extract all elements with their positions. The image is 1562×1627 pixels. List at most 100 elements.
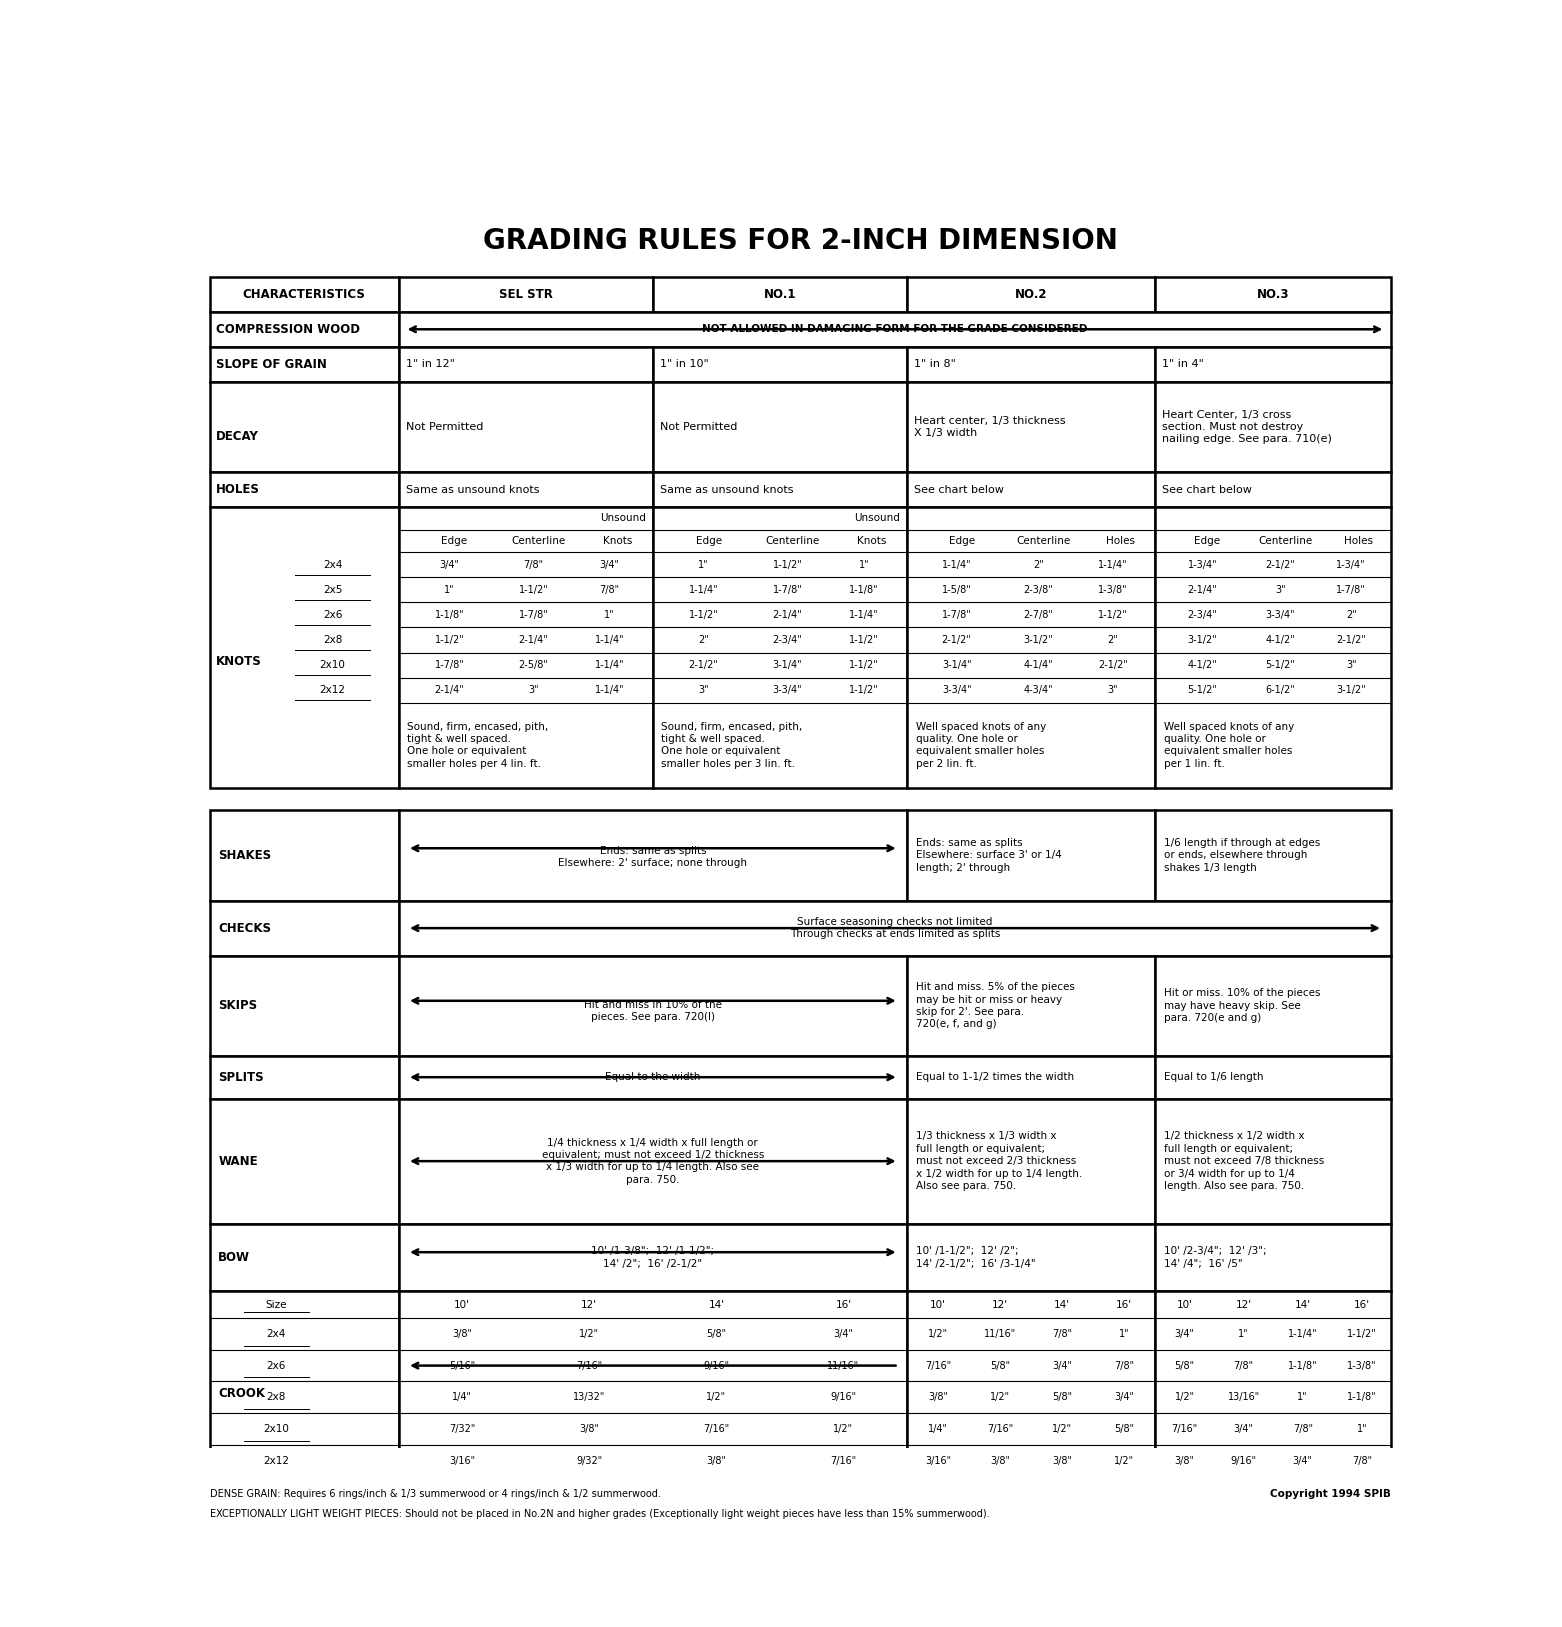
- Text: 2-1/4": 2-1/4": [773, 610, 803, 620]
- Text: NO.2: NO.2: [1015, 288, 1048, 301]
- Text: 3/16": 3/16": [450, 1456, 475, 1466]
- Bar: [908, 472, 1156, 508]
- Text: 1/2": 1/2": [580, 1329, 600, 1339]
- Text: 1-5/8": 1-5/8": [942, 584, 972, 595]
- Text: 2-1/2": 2-1/2": [689, 661, 719, 670]
- Text: 12': 12': [992, 1300, 1007, 1310]
- Bar: [209, 312, 398, 347]
- Bar: [653, 382, 908, 472]
- Text: 5/16": 5/16": [448, 1360, 475, 1370]
- Text: 2": 2": [698, 635, 709, 644]
- Text: Centerline: Centerline: [1017, 535, 1070, 547]
- Text: SEL STR: SEL STR: [498, 288, 553, 301]
- Text: Holes: Holes: [1343, 535, 1373, 547]
- Text: Not Permitted: Not Permitted: [406, 421, 483, 433]
- Text: 1": 1": [1239, 1329, 1250, 1339]
- Text: 7/8": 7/8": [1114, 1360, 1134, 1370]
- Text: 3/8": 3/8": [1053, 1456, 1072, 1466]
- Text: 7/8": 7/8": [600, 584, 620, 595]
- Text: NO.1: NO.1: [764, 288, 797, 301]
- Bar: [209, 472, 398, 508]
- Text: 1-7/8": 1-7/8": [773, 584, 803, 595]
- Text: 1-3/8": 1-3/8": [1346, 1360, 1376, 1370]
- Text: Edge: Edge: [1193, 535, 1220, 547]
- Bar: [398, 1292, 908, 1477]
- Text: 1-1/4": 1-1/4": [689, 584, 719, 595]
- Text: 3/4": 3/4": [834, 1329, 853, 1339]
- Text: 9/16": 9/16": [831, 1393, 856, 1402]
- Text: 10': 10': [1176, 1300, 1193, 1310]
- Bar: [209, 508, 398, 787]
- Text: 1/4": 1/4": [928, 1424, 948, 1433]
- Bar: [398, 1224, 908, 1292]
- Text: 2-3/4": 2-3/4": [773, 635, 803, 644]
- Bar: [908, 1098, 1156, 1224]
- Bar: [209, 955, 398, 1056]
- Text: Sound, firm, encased, pith,
tight & well spaced.
One hole or equivalent
smaller : Sound, firm, encased, pith, tight & well…: [661, 722, 803, 770]
- Text: 3/8": 3/8": [928, 1393, 948, 1402]
- Text: 2-1/2": 2-1/2": [942, 635, 972, 644]
- Bar: [398, 347, 653, 382]
- Text: Same as unsound knots: Same as unsound knots: [661, 485, 793, 495]
- Text: SHAKES: SHAKES: [219, 849, 272, 862]
- Text: Holes: Holes: [1106, 535, 1136, 547]
- Text: 5-1/2": 5-1/2": [1265, 661, 1295, 670]
- Text: 1-3/8": 1-3/8": [1098, 584, 1128, 595]
- Text: 1-7/8": 1-7/8": [1336, 584, 1367, 595]
- Bar: [908, 382, 1156, 472]
- Text: NO.3: NO.3: [1257, 288, 1290, 301]
- Text: 3/4": 3/4": [1114, 1393, 1134, 1402]
- Text: 7/32": 7/32": [448, 1424, 475, 1433]
- Text: 1": 1": [1298, 1393, 1307, 1402]
- Text: 3-3/4": 3-3/4": [1265, 610, 1295, 620]
- Text: 1": 1": [698, 560, 709, 569]
- Text: 2x5: 2x5: [323, 584, 342, 595]
- Text: 2": 2": [1032, 560, 1043, 569]
- Text: 3/8": 3/8": [706, 1456, 726, 1466]
- Bar: [398, 382, 653, 472]
- Text: 2-7/8": 2-7/8": [1023, 610, 1053, 620]
- Bar: [398, 312, 1392, 347]
- Text: 1-3/4": 1-3/4": [1187, 560, 1217, 569]
- Text: 9/16": 9/16": [703, 1360, 729, 1370]
- Text: CHARACTERISTICS: CHARACTERISTICS: [242, 288, 366, 301]
- Bar: [398, 955, 908, 1056]
- Text: 13/32": 13/32": [573, 1393, 606, 1402]
- Bar: [908, 347, 1156, 382]
- Bar: [908, 1224, 1156, 1292]
- Text: 1" in 12": 1" in 12": [406, 360, 455, 369]
- Text: 7/8": 7/8": [1234, 1360, 1254, 1370]
- Bar: [653, 277, 908, 312]
- Text: 7/16": 7/16": [703, 1424, 729, 1433]
- Text: 10' /1-1/2";  12' /2";
14' /2-1/2";  16' /3-1/4": 10' /1-1/2"; 12' /2"; 14' /2-1/2"; 16' /…: [915, 1246, 1036, 1269]
- Text: Knots: Knots: [858, 535, 886, 547]
- Bar: [1156, 1098, 1392, 1224]
- Text: 2-1/2": 2-1/2": [1336, 635, 1367, 644]
- Text: Equal to the width: Equal to the width: [604, 1072, 700, 1082]
- Text: 1-1/2": 1-1/2": [1346, 1329, 1376, 1339]
- Bar: [398, 472, 653, 508]
- Text: 1/2": 1/2": [1114, 1456, 1134, 1466]
- Text: 13/16": 13/16": [1228, 1393, 1261, 1402]
- Text: 2x8: 2x8: [323, 635, 342, 644]
- Text: HOLES: HOLES: [216, 483, 259, 496]
- Text: 14': 14': [1295, 1300, 1311, 1310]
- Bar: [398, 277, 653, 312]
- Text: 1/2": 1/2": [1053, 1424, 1072, 1433]
- Text: Ends: same as splits
Elsewhere: surface 3' or 1/4
length; 2' through: Ends: same as splits Elsewhere: surface …: [915, 838, 1061, 872]
- Text: 5/8": 5/8": [1053, 1393, 1072, 1402]
- Bar: [1156, 508, 1392, 787]
- Bar: [908, 277, 1156, 312]
- Text: 3-1/2": 3-1/2": [1187, 635, 1217, 644]
- Bar: [1156, 1056, 1392, 1098]
- Text: 2": 2": [1107, 635, 1118, 644]
- Text: 3/4": 3/4": [600, 560, 620, 569]
- Text: Centerline: Centerline: [765, 535, 820, 547]
- Text: 4-1/2": 4-1/2": [1265, 635, 1295, 644]
- Bar: [653, 347, 908, 382]
- Text: 2-1/2": 2-1/2": [1098, 661, 1128, 670]
- Text: 12': 12': [1236, 1300, 1251, 1310]
- Text: 7/16": 7/16": [831, 1456, 856, 1466]
- Text: 3": 3": [1346, 661, 1356, 670]
- Text: Heart Center, 1/3 cross
section. Must not destroy
nailing edge. See para. 710(e): Heart Center, 1/3 cross section. Must no…: [1162, 410, 1332, 444]
